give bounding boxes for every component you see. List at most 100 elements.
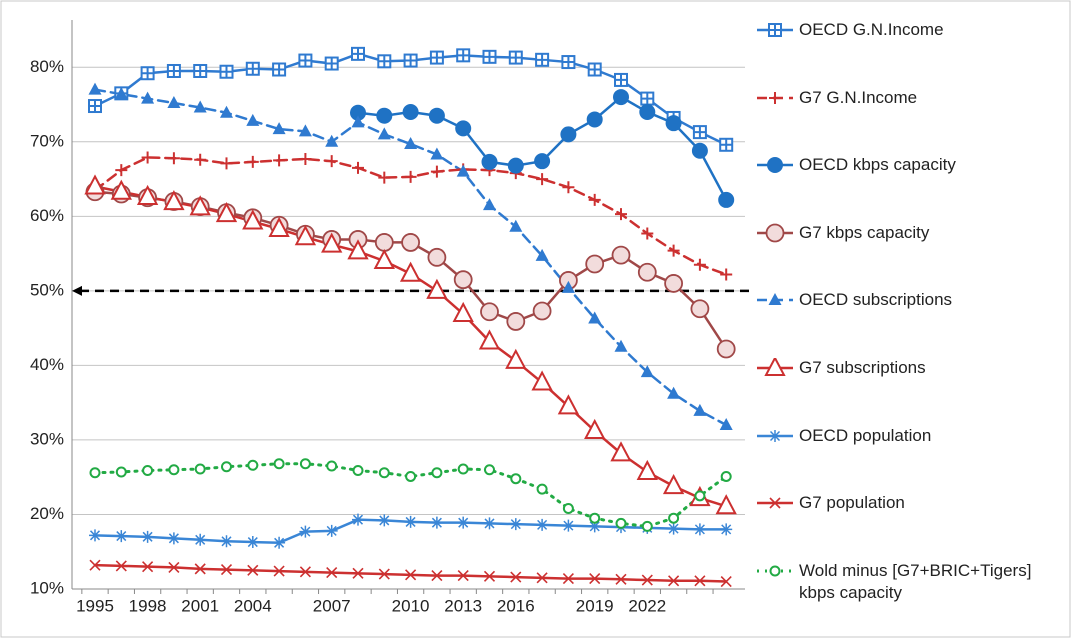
marker-shape — [535, 248, 549, 261]
marker-shape — [769, 91, 781, 104]
marker — [667, 386, 681, 399]
marker — [428, 107, 445, 124]
marker-shape — [247, 564, 259, 576]
marker — [403, 53, 418, 68]
marker — [457, 516, 470, 529]
marker-shape — [405, 470, 417, 482]
marker-shape — [193, 100, 207, 113]
marker-shape — [167, 152, 180, 165]
marker-shape — [668, 575, 680, 587]
marker-shape — [694, 490, 706, 502]
legend: OECD G.N.Income G7 G.N.Income OECD kbps ca… — [755, 6, 1065, 614]
marker-shape — [483, 50, 496, 63]
marker-shape — [115, 164, 128, 177]
marker-shape — [457, 49, 470, 62]
marker-shape — [430, 165, 443, 178]
marker-shape — [273, 536, 286, 549]
marker-shape — [715, 494, 737, 515]
marker — [509, 219, 523, 232]
marker-shape — [505, 348, 527, 369]
marker-shape — [589, 512, 601, 524]
marker — [587, 62, 602, 77]
marker — [373, 248, 395, 270]
marker-shape — [326, 460, 338, 472]
marker-shape — [481, 153, 498, 170]
marker-shape — [562, 181, 575, 194]
marker-shape — [298, 124, 312, 137]
series-line — [93, 563, 728, 583]
marker — [613, 89, 629, 106]
legend-swatch — [757, 91, 793, 104]
marker-shape — [457, 570, 469, 582]
marker-shape — [453, 270, 473, 290]
marker — [299, 458, 311, 470]
marker-shape — [693, 523, 706, 536]
y-tick-label: 10% — [30, 578, 64, 597]
marker-shape — [641, 227, 654, 240]
marker-shape — [167, 532, 180, 545]
marker-shape — [720, 268, 733, 281]
marker-shape — [562, 572, 574, 585]
x-tick-label: 2019 — [576, 596, 614, 615]
marker — [374, 233, 394, 252]
marker — [716, 339, 736, 359]
marker-shape — [720, 523, 733, 536]
marker-shape — [404, 170, 417, 183]
marker — [352, 161, 364, 174]
marker-shape — [718, 191, 735, 208]
marker — [536, 483, 548, 495]
marker — [142, 561, 154, 573]
marker — [268, 216, 290, 238]
marker-shape — [220, 105, 233, 118]
marker-shape — [221, 461, 232, 473]
marker-shape — [351, 115, 365, 128]
marker-shape — [478, 329, 501, 350]
marker — [614, 72, 628, 87]
marker-shape — [246, 62, 259, 75]
marker-shape — [89, 559, 101, 571]
marker — [215, 201, 238, 223]
marker-shape — [693, 126, 706, 139]
marker — [326, 567, 338, 579]
marker-shape — [350, 104, 366, 121]
marker-shape — [373, 248, 395, 270]
marker — [430, 165, 443, 178]
marker-shape — [242, 209, 264, 230]
marker — [615, 517, 627, 529]
marker-shape — [452, 301, 474, 322]
marker — [457, 570, 469, 582]
marker-shape — [667, 522, 680, 535]
marker — [220, 535, 233, 548]
marker-shape — [167, 96, 181, 109]
marker-shape — [167, 64, 180, 77]
marker-shape — [691, 142, 708, 159]
legend-label: G7 kbps capacity — [799, 222, 930, 242]
legend-label: OECD subscriptions — [799, 290, 953, 310]
marker-shape — [168, 561, 180, 573]
marker — [168, 464, 180, 476]
marker-shape — [693, 258, 706, 271]
marker — [562, 503, 574, 515]
marker — [351, 46, 365, 61]
marker — [478, 329, 501, 350]
y-tick-label: 60% — [30, 206, 64, 225]
marker-shape — [667, 244, 680, 257]
marker — [615, 208, 627, 221]
marker — [273, 565, 285, 577]
marker — [637, 262, 657, 282]
marker-shape — [89, 529, 101, 542]
marker — [298, 124, 312, 137]
marker — [585, 254, 605, 274]
marker-shape — [272, 122, 286, 135]
marker-shape — [352, 47, 364, 60]
marker — [194, 463, 206, 475]
marker-shape — [352, 567, 364, 579]
marker-shape — [110, 179, 132, 200]
marker — [693, 523, 706, 536]
marker — [141, 91, 155, 104]
marker-shape — [769, 497, 781, 509]
marker — [691, 142, 708, 159]
marker — [89, 529, 101, 542]
